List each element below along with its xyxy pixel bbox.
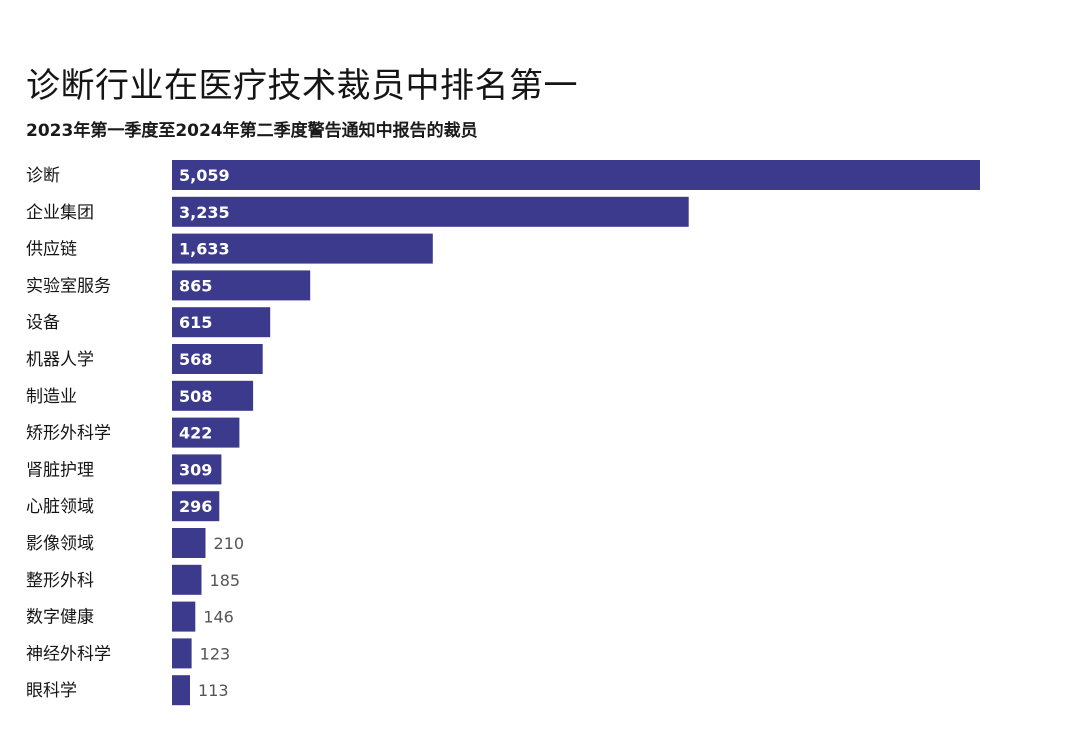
value-label: 146 [203,608,234,627]
value-label: 5,059 [179,166,230,185]
value-label: 422 [179,424,212,443]
category-label: 供应链 [26,240,77,260]
value-label: 508 [179,387,212,406]
category-label: 设备 [26,313,60,333]
bar [172,675,190,706]
bar [172,454,222,485]
value-label: 210 [214,534,245,553]
bar [172,307,271,338]
value-label: 309 [179,460,212,479]
category-label: 整形外科 [26,571,94,591]
category-label: 神经外科学 [26,644,111,664]
bar [172,564,202,595]
value-label: 113 [198,681,229,700]
chart-subtitle: 2023年第一季度至2024年第二季度警告通知中报告的裁员 [26,121,478,141]
bar [172,160,980,190]
value-label: 1,633 [179,240,230,259]
bar [172,417,240,448]
bar [172,233,433,264]
value-label: 568 [179,350,212,369]
category-label: 制造业 [26,387,77,407]
category-label: 诊断 [26,166,60,186]
category-label: 矫形外科学 [26,424,111,444]
chart-title: 诊断行业在医疗技术裁员中排名第一 [26,66,578,106]
value-label: 3,235 [179,203,230,222]
category-label: 眼科学 [26,681,77,701]
bar [172,380,254,411]
category-label: 影像领域 [26,534,94,554]
value-label: 123 [200,644,231,663]
category-label: 心脏领域 [26,497,94,517]
bar [172,491,220,522]
value-label: 615 [179,313,212,332]
bar [172,344,263,374]
category-label: 企业集团 [26,203,94,223]
value-label: 185 [210,571,241,590]
value-label: 865 [179,276,212,295]
category-label: 肾脏护理 [26,460,94,480]
bar [172,601,196,632]
bar [172,270,311,301]
category-label: 实验室服务 [26,276,111,296]
value-label: 296 [179,497,212,516]
category-label: 机器人学 [26,350,94,370]
bar [172,638,192,669]
category-label: 数字健康 [26,608,94,628]
bar [172,196,689,227]
bar [172,528,206,558]
